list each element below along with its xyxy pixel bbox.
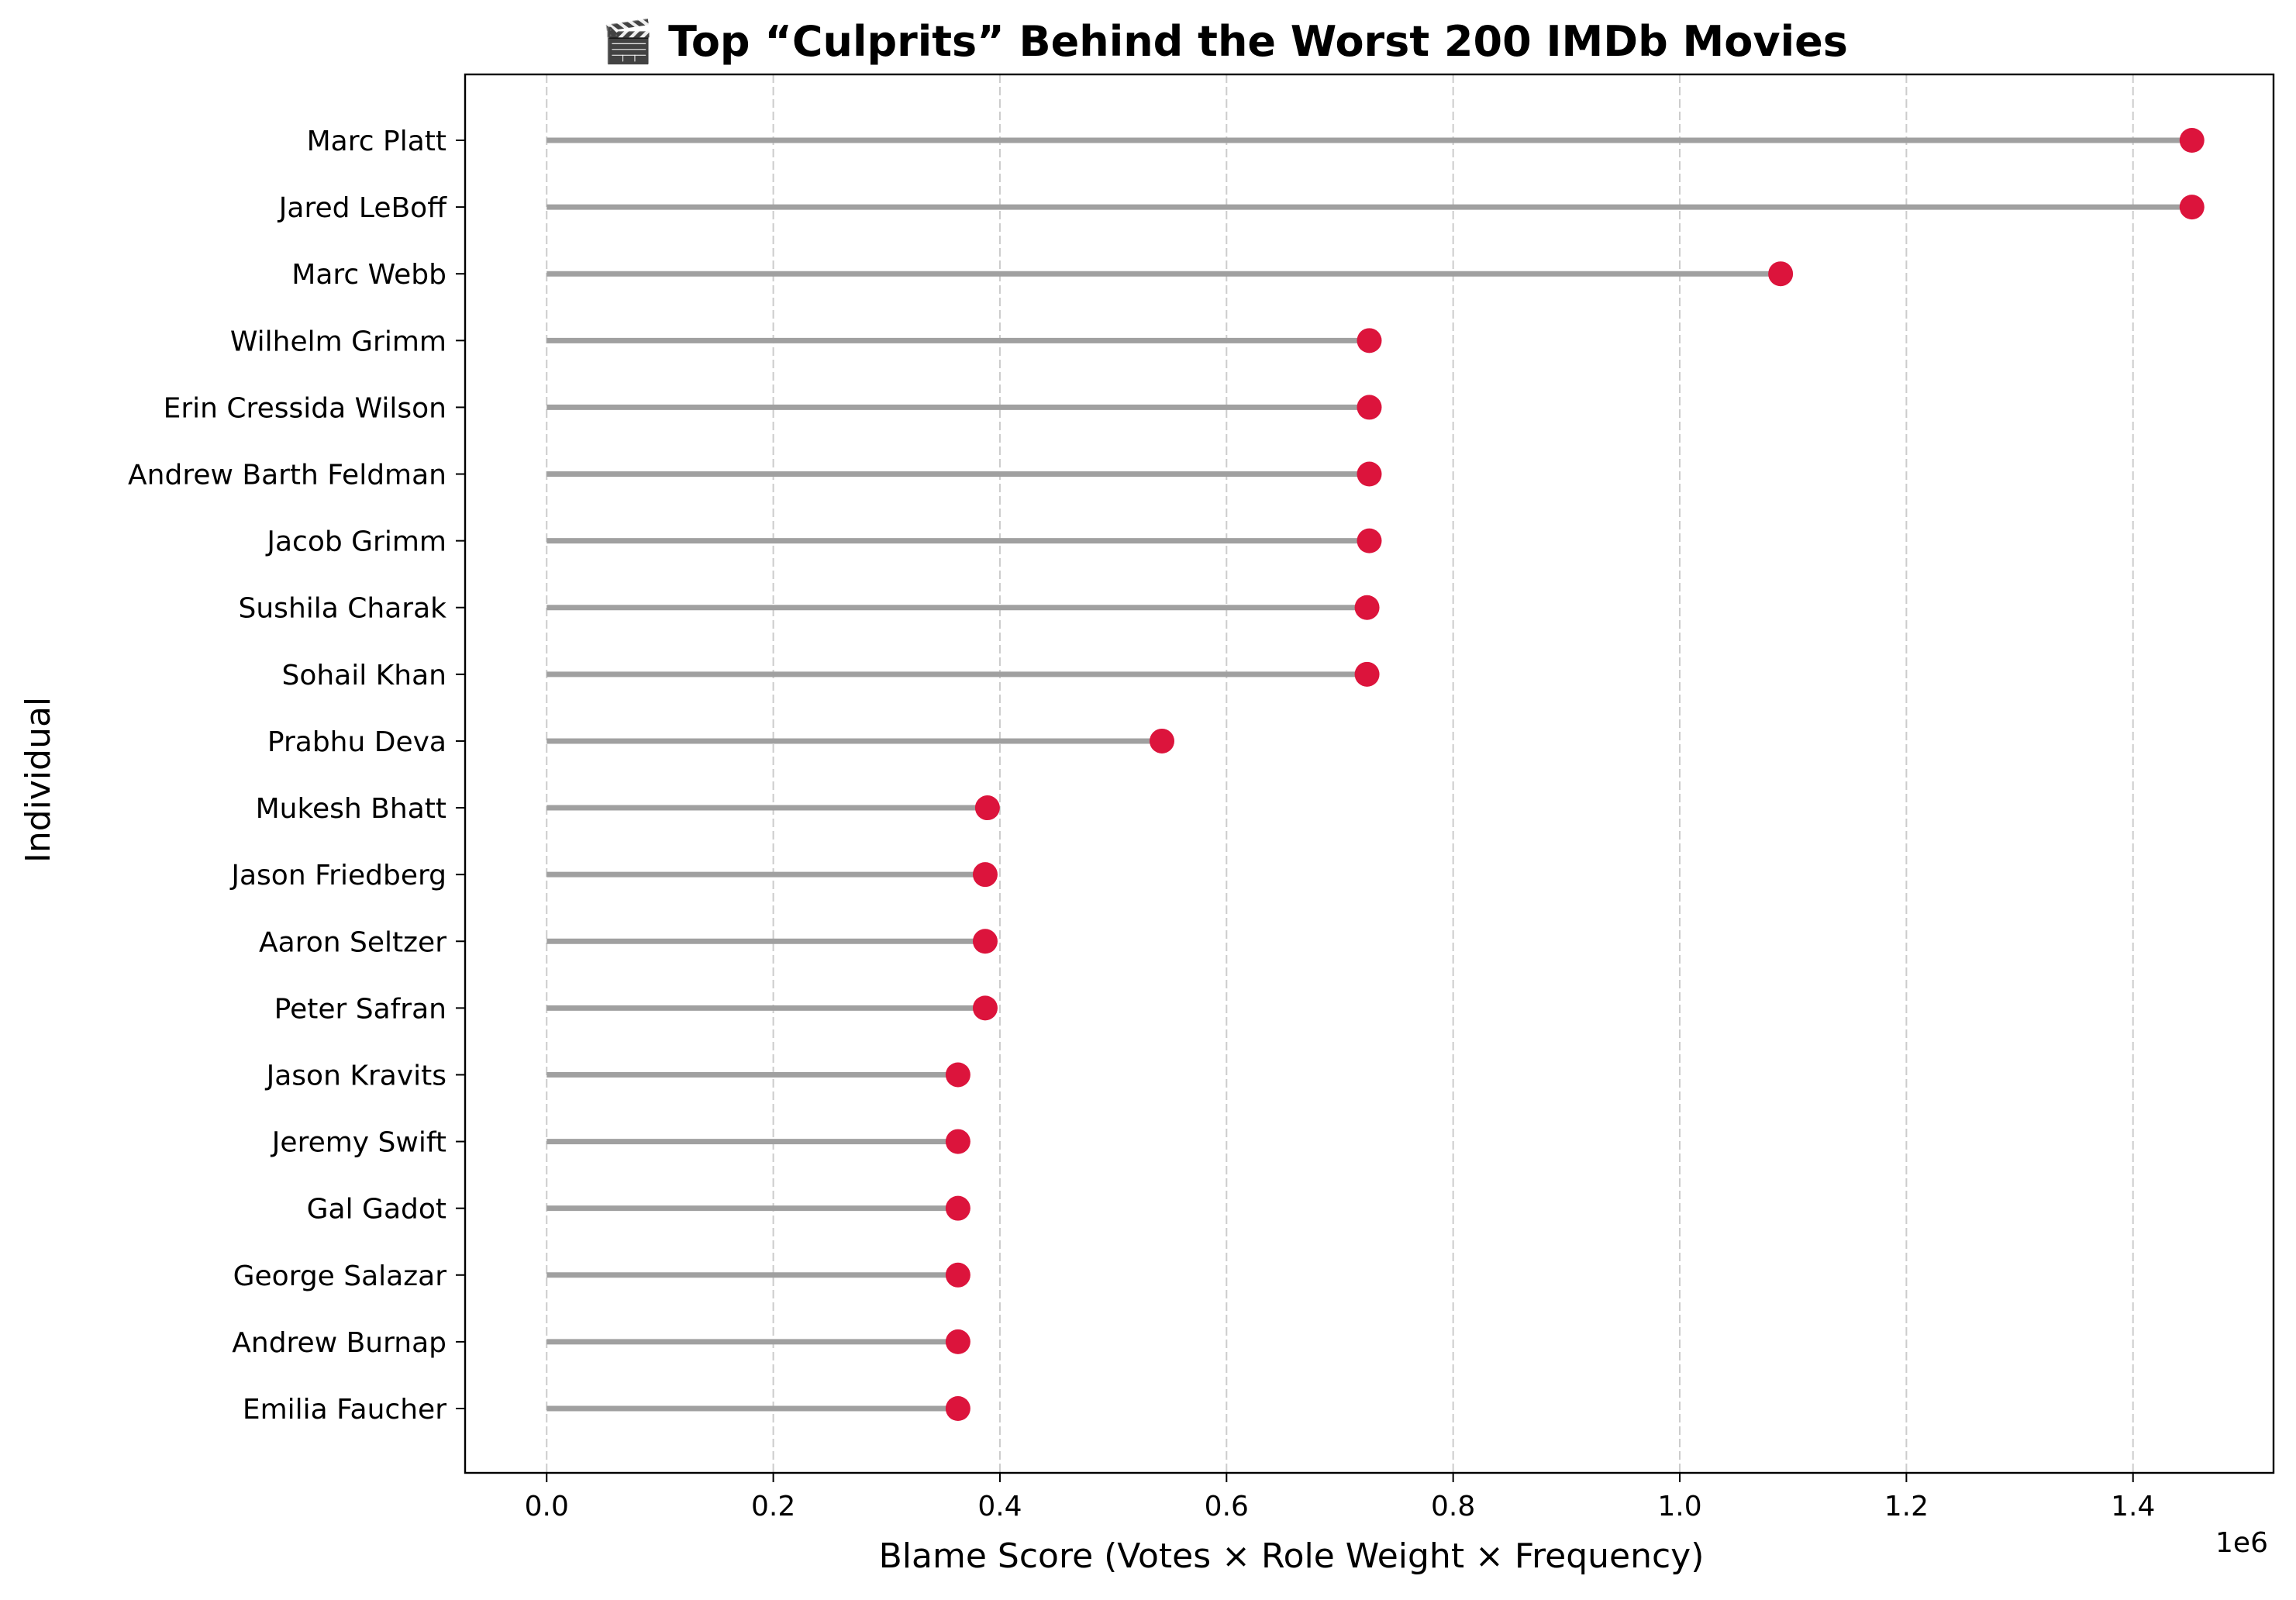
y-tick-label: Sushila Charak xyxy=(239,593,447,625)
lollipop-marker xyxy=(945,1262,970,1288)
stems xyxy=(546,137,2192,1412)
lollipop-marker xyxy=(972,995,998,1021)
lollipop-marker xyxy=(972,862,998,888)
lollipop-marker xyxy=(1357,395,1382,420)
y-tick-label: Gal Gadot xyxy=(307,1194,446,1226)
y-axis-ticks: Marc Platt Jared LeBoff Marc Webb Wilhelm G… xyxy=(128,126,465,1426)
y-tick-label: Jeremy Swift xyxy=(271,1127,446,1159)
y-tick-label: Andrew Barth Feldman xyxy=(128,460,446,491)
x-tick-label: 0.8 xyxy=(1431,1491,1475,1522)
lollipop-marker xyxy=(1354,595,1380,620)
lollipop-marker xyxy=(972,929,998,954)
lollipop-marker xyxy=(945,1329,970,1354)
lollipop-marker xyxy=(2179,128,2205,153)
lollipop-marker xyxy=(945,1195,970,1221)
lollipop-marker xyxy=(1357,328,1382,353)
lollipop-marker xyxy=(1354,661,1380,687)
lollipop-marker xyxy=(2179,195,2205,220)
y-tick-label: Jason Kravits xyxy=(265,1060,446,1091)
x-tick-label: 0.0 xyxy=(525,1491,569,1522)
chart-title: 🎬 Top “Culprits” Behind the Worst 200 IM… xyxy=(602,17,1848,66)
lollipop-marker xyxy=(945,1396,970,1421)
lollipop-marker xyxy=(945,1062,970,1088)
y-tick-label: Jacob Grimm xyxy=(265,526,446,558)
y-tick-label: Emilia Faucher xyxy=(243,1394,446,1426)
y-tick-label: Sohail Khan xyxy=(281,660,446,691)
y-tick-label: George Salazar xyxy=(233,1260,447,1292)
y-tick-label: Marc Webb xyxy=(291,259,446,291)
lollipop-marker xyxy=(1149,728,1174,753)
lollipop-marker xyxy=(974,795,1000,821)
x-tick-label: 1.2 xyxy=(1884,1491,1929,1522)
y-tick-label: Jason Friedberg xyxy=(229,860,446,891)
x-tick-label: 1.4 xyxy=(2111,1491,2155,1522)
y-tick-label: Marc Platt xyxy=(307,126,446,157)
plot-frame xyxy=(464,73,2275,1474)
x-axis-label: Blame Score (Votes × Role Weight × Frequ… xyxy=(879,1536,1705,1576)
y-tick-label: Andrew Burnap xyxy=(232,1327,446,1359)
lollipop-marker xyxy=(1357,528,1382,553)
y-axis-label: Individual xyxy=(19,697,58,863)
x-tick-label: 1.0 xyxy=(1657,1491,1701,1522)
x-axis-offset-text: 1e6 xyxy=(2215,1527,2268,1559)
x-axis-ticks: 0.0 0.2 0.4 0.6 0.8 1.0 1.2 1.4 xyxy=(525,1473,2155,1522)
y-tick-label: Peter Safran xyxy=(274,993,446,1025)
x-tick-label: 0.6 xyxy=(1205,1491,1249,1522)
grid-lines xyxy=(546,74,2134,1473)
markers xyxy=(945,128,2205,1421)
y-tick-label: Erin Cressida Wilson xyxy=(164,392,446,424)
x-tick-label: 0.2 xyxy=(751,1491,795,1522)
lollipop-marker xyxy=(945,1129,970,1154)
y-tick-label: Aaron Seltzer xyxy=(259,926,446,958)
y-tick-label: Prabhu Deva xyxy=(267,726,446,758)
x-tick-label: 0.4 xyxy=(977,1491,1022,1522)
y-tick-label: Wilhelm Grimm xyxy=(230,326,446,357)
lollipop-marker xyxy=(1357,461,1382,487)
y-tick-label: Jared LeBoff xyxy=(278,192,447,224)
lollipop-marker xyxy=(1768,261,1794,287)
y-tick-label: Mukesh Bhatt xyxy=(256,793,446,825)
